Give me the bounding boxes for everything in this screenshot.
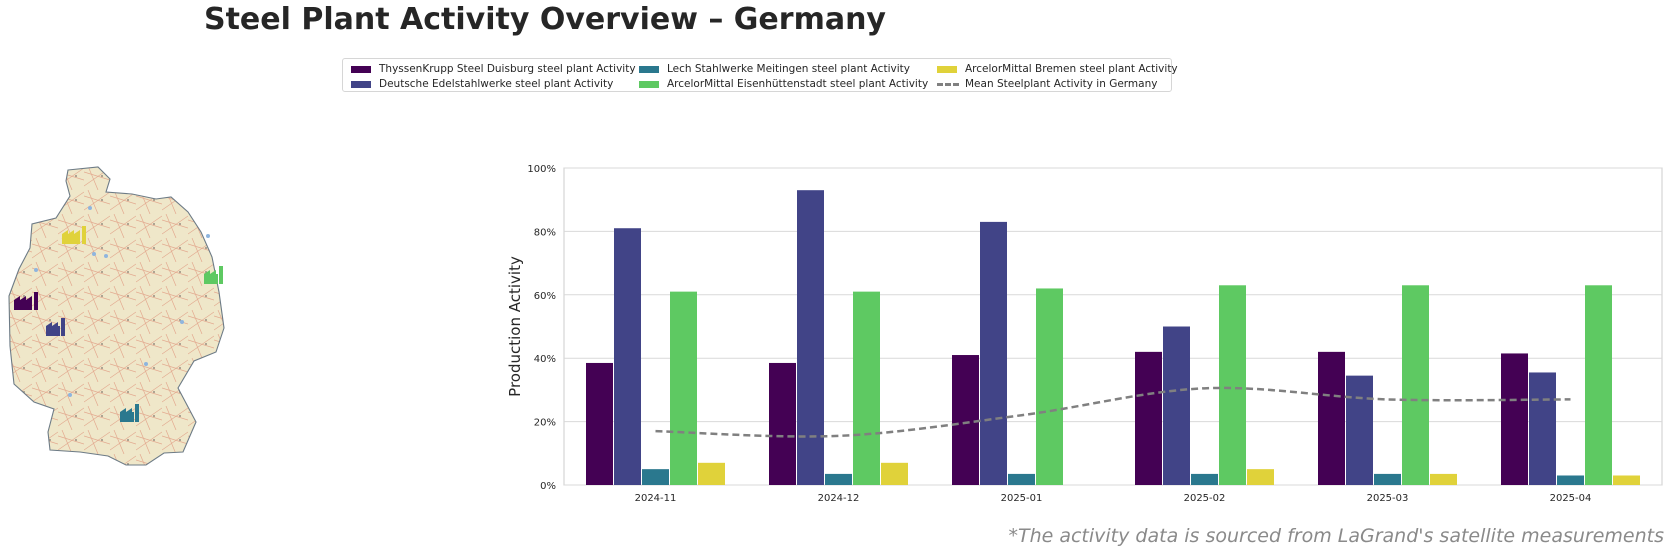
legend-swatch xyxy=(639,66,659,73)
y-tick-label: 80% xyxy=(534,227,556,238)
bar-2024-12-series-3 xyxy=(825,473,852,485)
chart-title: Steel Plant Activity Overview – Germany xyxy=(203,2,886,37)
bar-2025-03-series-3 xyxy=(1374,473,1401,485)
legend-label: ThyssenKrupp Steel Duisburg steel plant … xyxy=(379,63,636,75)
bar-2025-03-series-4 xyxy=(1402,285,1429,485)
legend-label: Mean Steelplant Activity in Germany xyxy=(965,78,1158,90)
bar-2024-11-series-2 xyxy=(614,228,641,486)
mean-activity-line xyxy=(655,386,1571,438)
bar-2025-02-series-3 xyxy=(1191,473,1218,485)
bar-2025-01-series-3 xyxy=(1008,473,1035,485)
y-tick-label: 40% xyxy=(534,354,556,365)
x-tick-label: 2025-02 xyxy=(1184,493,1226,504)
y-tick-label: 100% xyxy=(527,164,556,175)
lech-plant-icon xyxy=(120,404,139,422)
bar-2025-02-series-5 xyxy=(1247,469,1274,485)
bar-2025-04-series-2 xyxy=(1529,372,1556,485)
y-tick-label: 0% xyxy=(540,481,556,492)
legend-label: ArcelorMittal Bremen steel plant Activit… xyxy=(965,63,1178,75)
bremen-plant-icon xyxy=(62,226,86,244)
bar-2025-03-series-1 xyxy=(1318,351,1345,485)
germany-map xyxy=(6,166,242,488)
bar-2025-02-series-1 xyxy=(1135,351,1162,485)
bar-2024-11-series-1 xyxy=(586,362,613,485)
y-axis-label: Production Activity xyxy=(506,256,524,397)
bar-2024-12-series-2 xyxy=(797,190,824,485)
edelstahl-plant-icon xyxy=(46,318,65,336)
bar-2025-01-series-4 xyxy=(1036,288,1063,485)
bar-2024-11-series-4 xyxy=(670,291,697,485)
legend-label: Deutsche Edelstahlwerke steel plant Acti… xyxy=(379,78,614,90)
bar-2025-04-series-5 xyxy=(1613,475,1640,485)
bar-2025-04-series-3 xyxy=(1557,475,1584,485)
bar-2025-04-series-1 xyxy=(1501,353,1528,485)
x-tick-label: 2025-03 xyxy=(1367,493,1409,504)
bar-2024-12-series-5 xyxy=(881,462,908,485)
legend-label: Lech Stahlwerke Meitingen steel plant Ac… xyxy=(667,63,910,75)
germany-map-graphic xyxy=(8,166,225,466)
x-tick-label: 2024-12 xyxy=(818,493,860,504)
bar-2025-03-series-2 xyxy=(1346,375,1373,485)
bar-2025-02-series-4 xyxy=(1219,285,1246,485)
bar-2024-11-series-3 xyxy=(642,469,669,485)
x-tick-label: 2025-01 xyxy=(1001,493,1043,504)
thyssenkrupp-plant-icon xyxy=(14,292,38,310)
bar-2024-11-series-5 xyxy=(698,462,725,485)
legend: ThyssenKrupp Steel Duisburg steel plant … xyxy=(342,58,1178,92)
bar-2025-01-series-2 xyxy=(980,221,1007,485)
bar-2024-12-series-4 xyxy=(853,291,880,485)
bar-2025-03-series-5 xyxy=(1430,473,1457,485)
eisenhuettenstadt-plant-icon xyxy=(204,266,223,284)
legend-label: ArcelorMittal Eisenhüttenstadt steel pla… xyxy=(667,78,929,90)
bar-2024-12-series-1 xyxy=(769,362,796,485)
bar-2025-02-series-2 xyxy=(1163,326,1190,485)
legend-swatch xyxy=(639,81,659,88)
footnote: *The activity data is sourced from LaGra… xyxy=(1008,525,1664,547)
legend-swatch xyxy=(351,66,371,73)
y-tick-label: 20% xyxy=(534,418,556,429)
plot-area xyxy=(563,167,1663,486)
bar-2025-04-series-4 xyxy=(1585,285,1612,485)
x-tick-label: 2025-04 xyxy=(1550,493,1592,504)
bar-2025-01-series-1 xyxy=(952,355,979,485)
y-tick-label: 60% xyxy=(534,291,556,302)
legend-swatch xyxy=(937,66,957,73)
x-tick-label: 2024-11 xyxy=(635,493,677,504)
legend-swatch xyxy=(937,83,959,86)
legend-swatch xyxy=(351,81,371,88)
